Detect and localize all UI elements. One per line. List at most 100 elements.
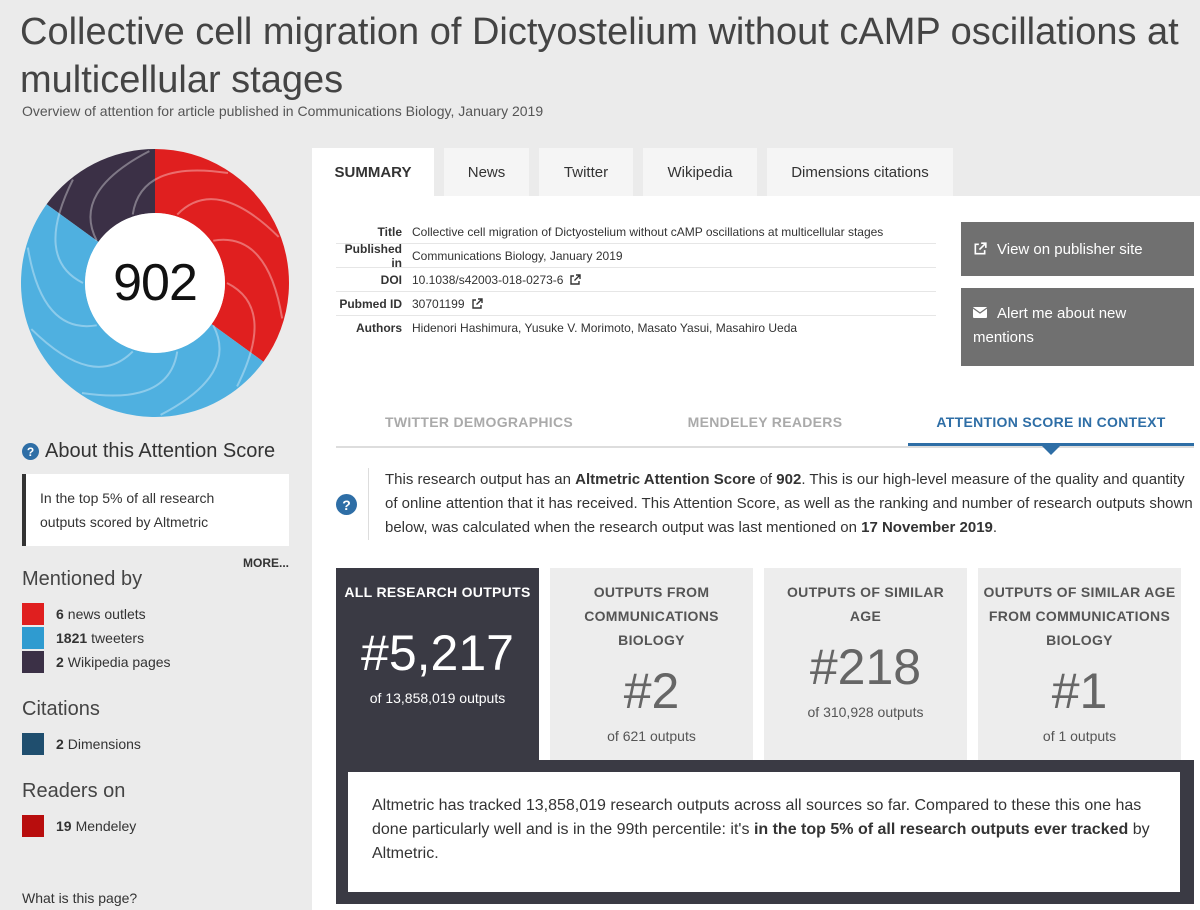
twitter-label: tweeters: [91, 630, 145, 646]
pubmed-link[interactable]: 30701199: [412, 297, 483, 311]
doi-link[interactable]: 10.1038/s42003-018-0273-6: [412, 273, 582, 287]
swirl-line: [54, 179, 84, 284]
external-link-icon: [570, 273, 582, 285]
subtab-mendeley-readers[interactable]: MENDELEY READERS: [687, 414, 843, 430]
card-similar-age-journal: OUTPUTS OF SIMILAR AGE FROM COMMUNICATION…: [978, 568, 1181, 760]
meta-row-title: Title Collective cell migration of Dicty…: [336, 220, 936, 244]
card-heading: OUTPUTS OF SIMILAR AGE FROM COMMUNICATION…: [983, 584, 1176, 648]
meta-row-published: Published in Communications Biology, Jan…: [336, 242, 936, 270]
legend-wikipedia[interactable]: 2 Wikipedia pages: [22, 651, 171, 673]
twitter-ring-segment: [21, 204, 264, 417]
swirl-line: [89, 150, 150, 242]
card-rank: #5,217: [361, 625, 514, 681]
meta-label: DOI: [380, 272, 402, 287]
news-ring-segment: [155, 149, 289, 362]
tab-summary[interactable]: SUMMARY: [312, 148, 434, 196]
legend-mendeley[interactable]: 19 Mendeley: [22, 815, 136, 837]
meta-label: Title: [377, 224, 402, 239]
page-title: Collective cell migration of Dictyosteli…: [20, 11, 1179, 101]
card-journal-outputs: OUTPUTS FROM COMMUNICATIONS BIOLOGY #2 of …: [550, 568, 753, 760]
news-label: news outlets: [67, 606, 146, 622]
subtab-twitter-demographics[interactable]: TWITTER DEMOGRAPHICS: [385, 414, 573, 430]
dimensions-label: Dimensions: [67, 736, 141, 752]
card-heading: OUTPUTS FROM COMMUNICATIONS BIOLOGY: [584, 584, 719, 648]
summary-panel: Title Collective cell migration of Dicty…: [312, 196, 1200, 910]
swirl-line: [131, 169, 229, 215]
card-rank: #2: [623, 663, 680, 719]
swirl-line: [30, 328, 134, 368]
legend-dimensions[interactable]: 2 Dimensions: [22, 733, 141, 755]
mendeley-count: 19: [56, 818, 72, 834]
envelope-icon: [973, 307, 987, 318]
meta-label: Authors: [356, 321, 402, 335]
wikipedia-swatch: [22, 651, 44, 673]
twitter-swatch: [22, 627, 44, 649]
external-link-icon: [471, 297, 483, 309]
mendeley-swatch: [22, 815, 44, 837]
about-score-title: About this Attention Score: [45, 440, 276, 462]
view-publisher-button[interactable]: View on publisher site: [961, 222, 1194, 276]
meta-row-authors: Authors Hidenori Hashimura, Yusuke V. Mo…: [336, 316, 936, 340]
percentile-summary: Altmetric has tracked 13,858,019 researc…: [336, 760, 1194, 904]
about-box-line: outputs scored by Altmetric: [40, 514, 209, 530]
donut-center: [85, 213, 225, 353]
meta-row-pubmed: Pubmed ID 30701199: [336, 292, 936, 316]
swirl-line: [176, 198, 280, 238]
card-heading: OUTPUTS OF SIMILAR AGE: [786, 584, 945, 624]
attention-score: 902: [113, 254, 198, 312]
legend-news[interactable]: 6 news outlets: [22, 603, 146, 625]
alert-label-line: Alert me about new: [997, 305, 1127, 322]
view-publisher-label: View on publisher site: [997, 240, 1143, 258]
wikipedia-count: 2: [56, 654, 64, 670]
card-rank: #218: [809, 639, 922, 695]
what-is-this-page-link[interactable]: What is this page?: [22, 890, 138, 906]
twitter-count: 1821: [56, 630, 88, 646]
main-tabs: SUMMARY News Twitter Wikipedia Dimension…: [312, 148, 963, 196]
percentile-summary-text: Altmetric has tracked 13,858,019 researc…: [348, 772, 1180, 892]
context-explanation: ? This research output has an Altmetric …: [336, 468, 1194, 546]
wikipedia-label: Wikipedia pages: [67, 654, 171, 670]
alert-label-line: mentions: [973, 329, 1034, 346]
rank-cards: ALL RESEARCH OUTPUTS #5,217 of 13,858,01…: [336, 568, 1181, 768]
card-subtext: of 13,858,019 outputs: [369, 690, 506, 706]
question-icon[interactable]: ?: [336, 494, 357, 515]
alert-mentions-button[interactable]: Alert me about new mentions: [961, 288, 1194, 366]
tab-wikipedia[interactable]: Wikipedia: [643, 148, 757, 196]
swirl-line: [160, 324, 221, 416]
card-subtext: of 621 outputs: [607, 728, 696, 744]
swirl-line: [81, 351, 179, 397]
card-heading: ALL RESEARCH OUTPUTS: [344, 584, 531, 600]
swirl-line: [26, 247, 97, 328]
meta-value: Hidenori Hashimura, Yusuke V. Morimoto, …: [412, 321, 798, 335]
meta-label: Pubmed ID: [339, 296, 402, 311]
swirl-line: [213, 238, 284, 319]
question-icon: ?: [22, 443, 39, 460]
external-link-icon: [973, 242, 987, 256]
card-similar-age: OUTPUTS OF SIMILAR AGE #218 of 310,928 ou…: [764, 568, 967, 760]
subtab-attention-context[interactable]: ATTENTION SCORE IN CONTEXT: [908, 408, 1194, 455]
altmetric-donut: 902: [20, 148, 290, 418]
mendeley-label: Mendeley: [75, 818, 137, 834]
tab-twitter[interactable]: Twitter: [539, 148, 633, 196]
meta-row-doi: DOI 10.1038/s42003-018-0273-6: [336, 268, 936, 292]
about-score-box: In the top 5% of all research outputs sc…: [22, 474, 289, 546]
meta-value: Collective cell migration of Dictyosteli…: [412, 224, 884, 239]
page-subtitle: Overview of attention for article publis…: [22, 103, 544, 119]
news-count: 6: [56, 606, 64, 622]
wikipedia-ring-segment: [46, 149, 155, 242]
meta-value: Communications Biology, January 2019: [412, 248, 623, 263]
card-rank: #1: [1051, 663, 1108, 719]
legend-twitter[interactable]: 1821 tweeters: [22, 627, 144, 649]
donut-ring: [21, 149, 289, 417]
readers-heading: Readers on: [22, 780, 126, 802]
card-all-outputs: ALL RESEARCH OUTPUTS #5,217 of 13,858,01…: [336, 568, 539, 768]
about-box-line: In the top 5% of all research: [40, 490, 215, 506]
more-link[interactable]: MORE...: [243, 556, 290, 570]
card-subtext: of 1 outputs: [1042, 728, 1117, 744]
tab-news[interactable]: News: [444, 148, 529, 196]
about-score-heading[interactable]: ? About this Attention Score: [22, 440, 275, 463]
tab-dimensions-citations[interactable]: Dimensions citations: [767, 148, 953, 196]
pubmed-value: 30701199: [412, 296, 465, 311]
dimensions-count: 2: [56, 736, 64, 752]
citations-heading: Citations: [22, 698, 100, 720]
